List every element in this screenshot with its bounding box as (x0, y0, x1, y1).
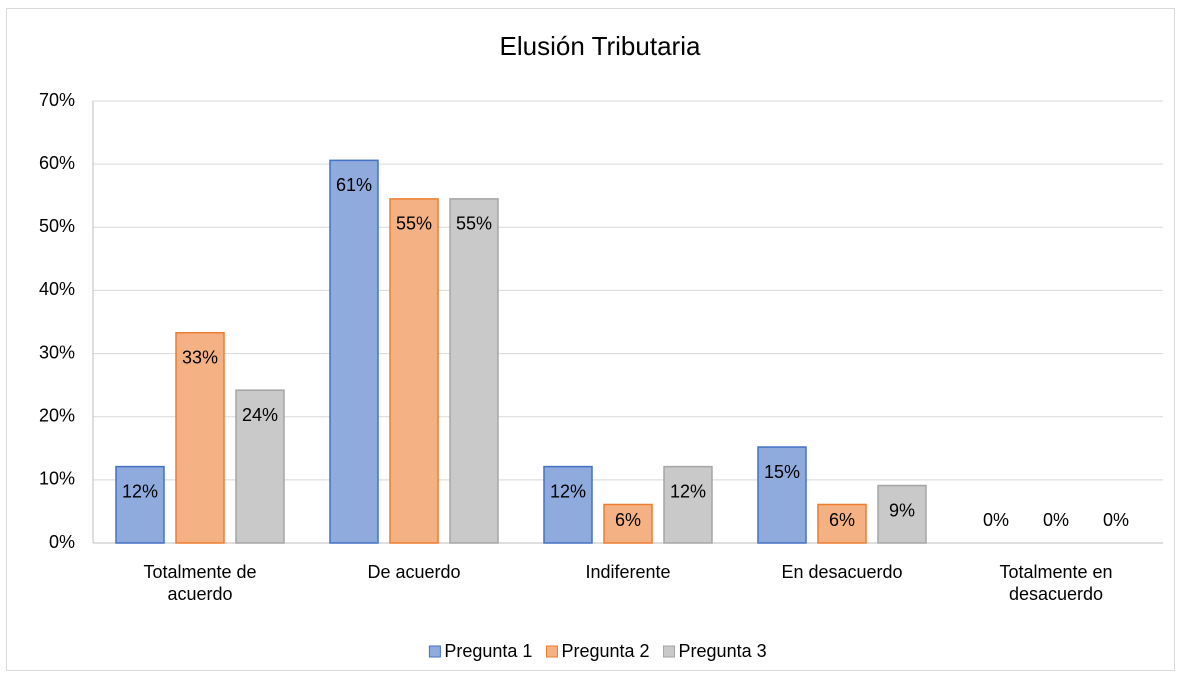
data-label: 0% (1103, 510, 1129, 530)
data-label: 0% (1043, 510, 1069, 530)
legend-swatch (545, 645, 558, 658)
bar (235, 389, 285, 544)
y-tick-label: 70% (39, 90, 75, 110)
data-label: 6% (615, 510, 641, 530)
bar (543, 465, 593, 544)
y-tick-label: 30% (39, 342, 75, 362)
x-tick-label: Totalmente de acuerdo (143, 562, 257, 604)
data-label: 12% (550, 481, 586, 501)
y-tick-label: 50% (39, 216, 75, 236)
data-label: 9% (889, 500, 915, 520)
data-label: 61% (336, 175, 372, 195)
legend-swatch (663, 645, 676, 658)
data-label: 12% (670, 481, 706, 501)
y-tick-label: 0% (49, 532, 75, 552)
bar (817, 503, 867, 544)
legend-label: Pregunta 2 (561, 641, 649, 661)
y-tick-label: 60% (39, 153, 75, 173)
bar (175, 331, 225, 544)
y-tick-label: 10% (39, 469, 75, 489)
bar (603, 503, 653, 544)
legend-swatch (428, 645, 441, 658)
x-tick-label: Totalmente en desacuerdo (999, 562, 1113, 604)
bar (877, 484, 927, 544)
bar (757, 446, 807, 544)
bar (329, 159, 379, 544)
data-label: 15% (764, 462, 800, 482)
data-label: 0% (983, 510, 1009, 530)
chart-title: Elusión Tributaria (500, 31, 701, 61)
bar (663, 465, 713, 544)
data-label: 55% (396, 214, 432, 234)
legend-label: Pregunta 3 (679, 641, 767, 661)
x-tick-label: De acuerdo (367, 562, 461, 582)
y-tick-label: 20% (39, 405, 75, 425)
y-tick-label: 40% (39, 279, 75, 299)
bar (449, 198, 499, 544)
x-tick-label: En desacuerdo (781, 562, 903, 582)
data-label: 33% (182, 347, 218, 367)
bar (115, 465, 165, 544)
x-tick-label: Indiferente (585, 562, 671, 582)
bar (389, 198, 439, 544)
data-label: 24% (242, 405, 278, 425)
data-label: 55% (456, 214, 492, 234)
legend-label: Pregunta 1 (444, 641, 532, 661)
chart-border (6, 8, 1175, 671)
data-label: 6% (829, 510, 855, 530)
data-label: 12% (122, 481, 158, 501)
